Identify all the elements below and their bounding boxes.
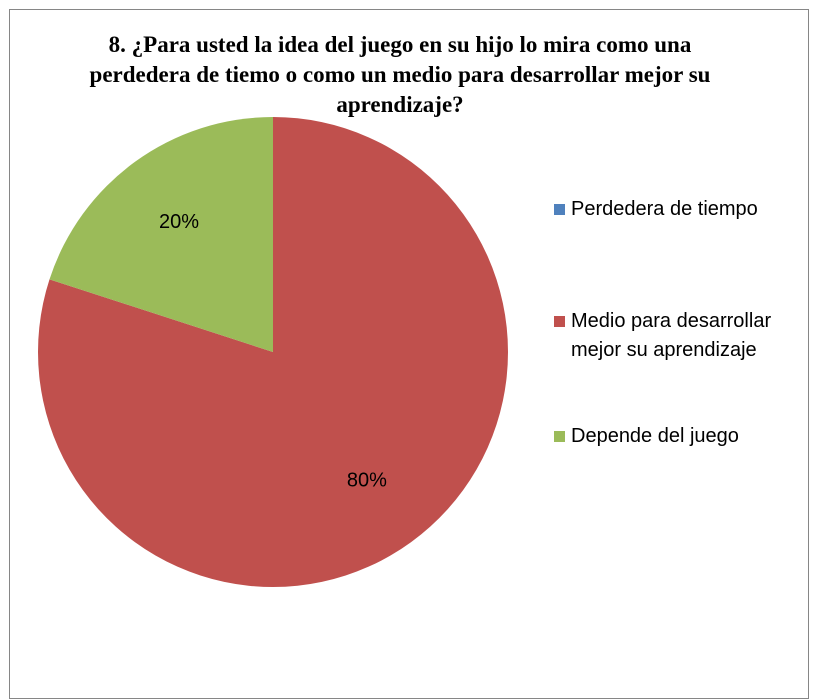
legend-label: Medio para desarrollar mejor su aprendiz… xyxy=(571,310,772,361)
legend-item: Depende del juego xyxy=(554,422,804,451)
legend-label: Depende del juego xyxy=(571,425,739,447)
data-label: 80% xyxy=(347,470,387,492)
legend-label: Perdedera de tiempo xyxy=(571,198,758,220)
pie-slice xyxy=(49,117,273,352)
legend-swatch xyxy=(554,316,565,327)
legend-item: Perdedera de tiempo xyxy=(554,195,804,224)
legend-swatch xyxy=(554,204,565,215)
chart-title: 8. ¿Para usted la idea del juego en su h… xyxy=(89,32,711,117)
legend-item: Medio para desarrollar mejor su aprendiz… xyxy=(554,307,804,365)
legend-swatch xyxy=(554,431,565,442)
data-label: 20% xyxy=(159,211,199,233)
